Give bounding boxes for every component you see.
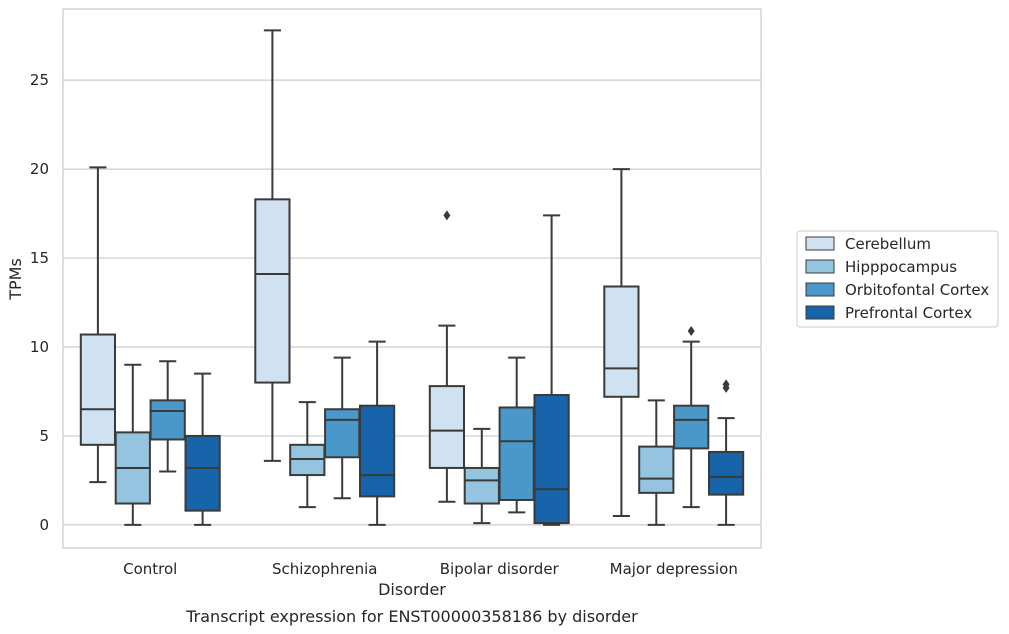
box-prefrontal-cortex-1: [184, 372, 221, 526]
box-iqr: [638, 445, 675, 494]
box-orbitofontal-cortex-2: [324, 356, 361, 500]
x-tick-label: Major depression: [610, 560, 738, 578]
y-tick-label: 5: [39, 427, 49, 445]
legend-swatch: [805, 282, 835, 297]
x-axis-label: Disorder: [378, 580, 446, 599]
box-iqr: [428, 385, 466, 469]
box-iqr: [149, 399, 186, 441]
box-hipppocampus-3: [463, 427, 500, 525]
plot-frame: [62, 8, 762, 549]
box-hipppocampus-4: [638, 399, 675, 526]
legend: Cerebellum Hipppocampus Orbitofontal Corte…: [796, 230, 999, 328]
box-cerebellum-4: [603, 168, 640, 517]
box-iqr: [603, 285, 640, 398]
box-cerebellum-2: [254, 29, 291, 462]
y-tick-label: 0: [39, 516, 49, 534]
legend-entry-label: Cerebellum: [845, 235, 931, 253]
box-orbitofontal-cortex-1: [149, 360, 186, 473]
y-axis-label: TPMs: [6, 258, 25, 301]
legend-entry-label: Prefrontal Cortex: [845, 304, 972, 322]
x-tick-label: Bipolar disorder: [440, 560, 560, 578]
box-cerebellum-3: [428, 210, 466, 503]
legend-swatch: [805, 305, 835, 320]
x-tick-label: Schizophrenia: [272, 560, 377, 578]
box-iqr: [707, 450, 745, 496]
legend-swatch: [805, 259, 835, 274]
box-prefrontal-cortex-3: [533, 214, 570, 526]
box-iqr: [254, 198, 291, 384]
box-iqr: [533, 394, 570, 525]
y-tick-label: 20: [30, 160, 49, 178]
x-tick-label: Control: [123, 560, 177, 578]
outlier-point: [687, 325, 695, 336]
outlier-point: [722, 379, 730, 390]
y-tick-label: 25: [30, 71, 49, 89]
box-hipppocampus-1: [114, 363, 151, 526]
box-iqr: [463, 466, 500, 505]
box-iqr: [79, 333, 117, 446]
y-tick-label: 15: [30, 249, 49, 267]
box-iqr: [673, 404, 710, 450]
legend-entry-label: Orbitofontal Cortex: [845, 281, 989, 299]
box-iqr: [498, 406, 535, 501]
outlier-point: [443, 210, 451, 221]
box-prefrontal-cortex-4: [707, 379, 745, 526]
y-axis-ticks: 0 5 10 15 20 25: [30, 71, 49, 534]
plot-area: [79, 29, 745, 526]
x-axis-ticks: Control Schizophrenia Bipolar disorder Majo…: [123, 560, 738, 578]
box-prefrontal-cortex-2: [358, 340, 396, 526]
chart-caption: Transcript expression for ENST0000035818…: [185, 607, 638, 626]
y-tick-label: 10: [30, 338, 49, 356]
box-orbitofontal-cortex-4: [673, 325, 710, 509]
legend-swatch: [805, 236, 835, 251]
legend-frame: [796, 230, 999, 328]
box-iqr: [358, 404, 396, 498]
legend-entry-label: Hipppocampus: [845, 258, 957, 276]
box-hipppocampus-2: [289, 401, 326, 509]
box-iqr: [184, 434, 221, 512]
box-cerebellum-1: [79, 166, 117, 484]
box-orbitofontal-cortex-3: [498, 356, 535, 514]
box-iqr: [324, 408, 361, 459]
